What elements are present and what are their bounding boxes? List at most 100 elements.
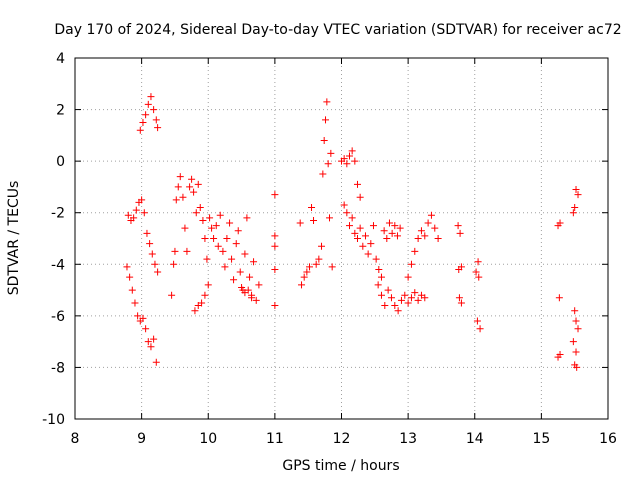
data-point [244, 286, 252, 294]
data-point [226, 219, 234, 227]
data-point [340, 201, 348, 209]
data-point [143, 229, 151, 237]
data-point [128, 286, 136, 294]
y-tick-label: -4 [51, 257, 65, 273]
data-point [154, 268, 162, 276]
data-point [150, 335, 158, 343]
y-tick-label: 4 [56, 51, 65, 67]
data-point [320, 137, 328, 145]
data-point [475, 273, 483, 281]
data-point [271, 232, 279, 240]
x-axis-label: GPS time / hours [282, 458, 399, 474]
data-point [181, 224, 189, 232]
data-point [555, 294, 563, 302]
data-point [359, 242, 367, 250]
data-point [146, 240, 154, 248]
data-point [142, 325, 150, 333]
data-point [300, 273, 308, 281]
data-point [424, 219, 432, 227]
data-point [232, 240, 240, 248]
data-point [144, 100, 152, 108]
data-point [152, 116, 160, 124]
data-point [369, 222, 377, 230]
data-point [271, 191, 279, 199]
x-tick-label: 11 [266, 431, 284, 447]
chart-title: Day 170 of 2024, Sidereal Day-to-day VTE… [54, 22, 621, 38]
data-point [456, 229, 464, 237]
data-point [326, 214, 334, 222]
data-point [147, 93, 155, 101]
data-point [414, 296, 422, 304]
data-point [372, 255, 380, 263]
data-point [176, 173, 184, 181]
data-point [393, 232, 401, 240]
data-point [214, 242, 222, 250]
data-point [168, 291, 176, 299]
data-point [572, 186, 580, 194]
data-point [364, 250, 372, 258]
data-point [377, 273, 385, 281]
data-point [353, 235, 361, 242]
data-point [391, 222, 399, 230]
data-point [556, 351, 564, 359]
data-point [434, 235, 442, 242]
data-point [241, 250, 249, 258]
data-point [476, 325, 484, 333]
data-point [356, 193, 364, 201]
data-point [353, 180, 361, 188]
data-point [324, 160, 332, 168]
data-point [397, 296, 405, 304]
data-point [345, 152, 353, 160]
x-tick-label: 9 [137, 431, 146, 447]
data-point [132, 206, 140, 214]
data-point [411, 289, 419, 297]
data-point [196, 204, 204, 212]
data-point [345, 222, 353, 230]
grid-lines [75, 58, 608, 419]
y-tick-label: -2 [51, 206, 65, 222]
data-point [255, 281, 263, 289]
data-point [414, 235, 422, 242]
data-point [384, 286, 392, 294]
data-point [206, 214, 214, 222]
data-point [573, 363, 581, 371]
data-point [271, 265, 279, 273]
data-point [250, 258, 258, 266]
data-point [151, 260, 159, 268]
data-point [404, 299, 412, 307]
x-tick-label: 8 [71, 431, 80, 447]
data-point [315, 255, 323, 263]
data-point [130, 214, 138, 222]
data-point [192, 209, 200, 217]
data-point [380, 227, 388, 235]
data-point [367, 240, 375, 248]
data-point [296, 219, 304, 227]
data-point [571, 307, 579, 315]
data-point [210, 235, 218, 242]
data-point [574, 325, 582, 333]
data-point [139, 314, 147, 322]
data-point [396, 224, 404, 232]
x-tick-label: 12 [333, 431, 351, 447]
data-point [431, 224, 439, 232]
data-point [139, 118, 147, 126]
data-point [221, 263, 229, 271]
data-point [343, 209, 351, 217]
y-tick-label: 0 [56, 154, 65, 170]
data-point [243, 214, 251, 222]
data-point [327, 149, 335, 157]
data-point [377, 291, 385, 299]
data-point [271, 302, 279, 310]
data-point [271, 242, 279, 250]
data-point [204, 281, 212, 289]
data-point [216, 211, 224, 219]
data-point [454, 222, 462, 230]
data-point [421, 232, 429, 240]
data-point [172, 196, 180, 204]
x-tick-label: 15 [532, 431, 550, 447]
data-point [248, 294, 256, 302]
data-point [312, 260, 320, 268]
data-point [223, 235, 231, 242]
data-point [361, 232, 369, 240]
data-point [183, 247, 191, 255]
